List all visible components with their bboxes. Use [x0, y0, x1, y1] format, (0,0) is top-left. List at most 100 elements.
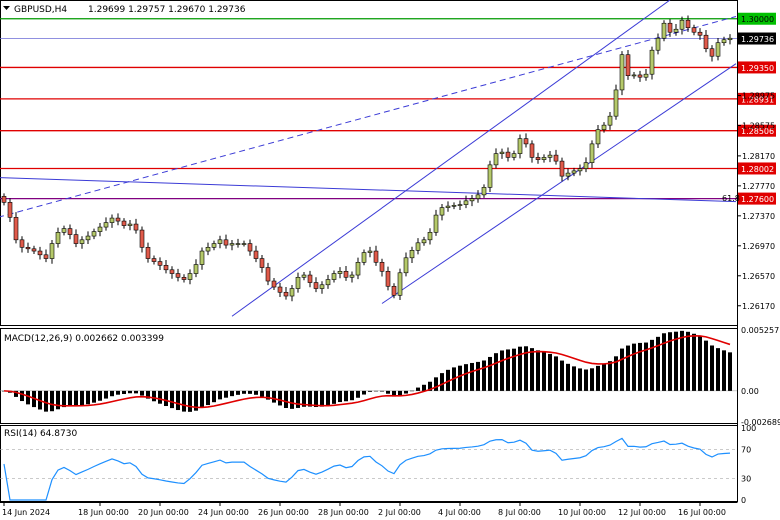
- channel-upper-line: [231, 0, 671, 317]
- candle-body: [235, 243, 241, 245]
- macd-bar: [188, 390, 192, 412]
- macd-bar: [620, 348, 624, 391]
- candle-body: [589, 143, 595, 163]
- current-price-label: 1.29736: [741, 35, 774, 44]
- time-tick-label: 8 Jul 00:00: [498, 508, 541, 517]
- candle-body: [559, 160, 565, 177]
- macd-bar: [194, 390, 198, 411]
- candle-body: [529, 143, 535, 158]
- macd-bar: [230, 390, 234, 397]
- price-tick-label: 1.26970: [742, 242, 775, 251]
- macd-bar: [146, 390, 150, 399]
- candle-body: [145, 247, 151, 259]
- price-tick-label: 1.27370: [742, 212, 775, 221]
- time-tick-label: 18 Jun 00:00: [78, 508, 129, 517]
- candle-body: [355, 261, 361, 276]
- level-label: 1.30000: [741, 15, 774, 24]
- candle-body: [511, 153, 517, 158]
- macd-bar: [350, 390, 354, 401]
- macd-bar: [578, 368, 582, 391]
- price-tick-label: 1.27770: [742, 182, 775, 191]
- price-tick-label: 1.26570: [742, 272, 775, 281]
- macd-bar: [692, 333, 696, 391]
- candle-body: [133, 223, 139, 231]
- horizontal-levels: [0, 18, 737, 200]
- triangle-down-icon[interactable]: [3, 6, 10, 10]
- macd-bar: [104, 390, 108, 399]
- candle-body: [151, 258, 157, 262]
- level-badge: [738, 61, 776, 74]
- candle-body: [127, 223, 133, 226]
- candle-body: [595, 129, 601, 145]
- candle-body: [451, 205, 457, 207]
- macd-bar: [536, 350, 540, 391]
- candle-body: [505, 151, 511, 158]
- candle-body: [487, 164, 493, 188]
- macd-bar: [446, 369, 450, 391]
- candle-body: [223, 239, 229, 246]
- macd-bar: [68, 390, 72, 406]
- macd-bar: [80, 390, 84, 406]
- macd-label: MACD(12,26,9) 0.002662 0.003399: [4, 334, 164, 344]
- macd-bar: [656, 336, 660, 391]
- candle-body: [565, 172, 571, 177]
- candle-body: [1, 196, 7, 203]
- descending-trend-line: [0, 177, 737, 203]
- candle-body: [31, 248, 37, 252]
- macd-bar: [560, 360, 564, 391]
- time-axis: 14 Jun 2024 18 Jun 00:00 20 Jun 00:00 24 Ju…: [2, 502, 726, 517]
- candle-body: [301, 274, 307, 278]
- macd-bar: [14, 390, 18, 397]
- candle-body: [463, 200, 469, 205]
- candle-body: [91, 231, 97, 237]
- rsi-pane-frame: [0, 425, 738, 502]
- macd-bar: [362, 390, 366, 395]
- candle-body: [217, 239, 223, 244]
- macd-bar: [296, 390, 300, 408]
- level-label: 1.28002: [741, 165, 774, 174]
- time-tick-label: 12 Jul 00:00: [618, 508, 666, 517]
- macd-bar: [212, 390, 216, 403]
- macd-bar: [176, 390, 180, 411]
- candle-body: [349, 274, 355, 278]
- candle-body: [397, 272, 403, 296]
- candle-body: [457, 204, 463, 206]
- macd-bar: [50, 390, 54, 412]
- candle-body: [667, 22, 673, 33]
- candle-body: [109, 217, 115, 223]
- candle-body: [499, 151, 505, 154]
- macd-bar: [722, 350, 726, 391]
- macd-bar: [632, 343, 636, 391]
- candle-body: [253, 250, 259, 259]
- price-tick-label: 1.26170: [742, 302, 775, 311]
- macd-bar: [626, 345, 630, 391]
- macd-bar: [614, 356, 618, 391]
- candle-body: [433, 214, 439, 233]
- macd-bar: [680, 330, 684, 391]
- candle-body: [187, 273, 193, 280]
- macd-bar: [566, 363, 570, 391]
- macd-bar: [44, 390, 48, 412]
- candle-body: [13, 217, 19, 241]
- candle-body: [541, 157, 547, 160]
- macd-bar: [482, 360, 486, 391]
- candle-body: [295, 276, 301, 289]
- macd-bar: [524, 346, 528, 391]
- macd-bar: [668, 332, 672, 391]
- candle-body: [685, 19, 691, 29]
- macd-bar: [476, 361, 480, 391]
- macd-bar: [224, 390, 228, 398]
- candle-body: [625, 54, 631, 76]
- macd-bar: [398, 390, 402, 396]
- macd-bar: [704, 340, 708, 391]
- macd-bar: [512, 348, 516, 391]
- candle-body: [721, 39, 727, 44]
- candle-body: [181, 276, 187, 280]
- macd-bar: [410, 390, 414, 392]
- macd-bar: [284, 390, 288, 408]
- macd-bar: [20, 390, 24, 402]
- candle-body: [577, 168, 583, 172]
- macd-bar: [140, 390, 144, 396]
